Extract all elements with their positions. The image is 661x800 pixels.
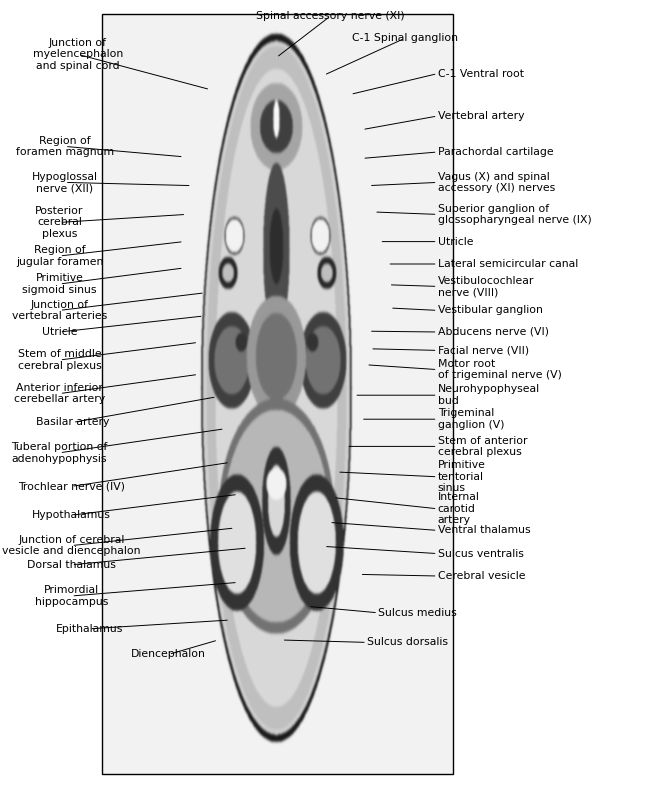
Text: Vagus (X) and spinal
accessory (XI) nerves: Vagus (X) and spinal accessory (XI) nerv… xyxy=(438,172,555,193)
Bar xyxy=(102,14,453,774)
Text: Diencephalon: Diencephalon xyxy=(131,650,206,659)
Text: Sulcus medius: Sulcus medius xyxy=(378,608,457,618)
Text: Abducens nerve (VI): Abducens nerve (VI) xyxy=(438,327,549,337)
Text: Vertebral artery: Vertebral artery xyxy=(438,111,524,121)
Text: Spinal accessory nerve (XI): Spinal accessory nerve (XI) xyxy=(256,11,405,21)
Text: Dorsal thalamus: Dorsal thalamus xyxy=(27,560,116,570)
Text: Junction of cerebral
vesicle and diencephalon: Junction of cerebral vesicle and diencep… xyxy=(2,534,141,557)
Text: Primitive
tentorial
sinus: Primitive tentorial sinus xyxy=(438,460,485,494)
Text: Stem of middle
cerebral plexus: Stem of middle cerebral plexus xyxy=(18,349,101,371)
Text: Internal
carotid
artery: Internal carotid artery xyxy=(438,492,479,526)
Text: Vestibulocochlear
nerve (VIII): Vestibulocochlear nerve (VIII) xyxy=(438,275,534,297)
Text: Cerebral vesicle: Cerebral vesicle xyxy=(438,571,525,581)
Text: Primitive
sigmoid sinus: Primitive sigmoid sinus xyxy=(22,274,97,295)
Text: Anterior inferior
cerebellar artery: Anterior inferior cerebellar artery xyxy=(14,383,105,405)
Text: Region of
jugular foramen: Region of jugular foramen xyxy=(16,245,103,266)
Text: Hypothalamus: Hypothalamus xyxy=(32,510,111,520)
Text: Primordial
hippocampus: Primordial hippocampus xyxy=(34,586,108,606)
Text: Neurohypophyseal
bud: Neurohypophyseal bud xyxy=(438,384,540,406)
Text: Utricle: Utricle xyxy=(42,327,77,337)
Text: Sulcus ventralis: Sulcus ventralis xyxy=(438,549,524,558)
Text: Hypoglossal
nerve (XII): Hypoglossal nerve (XII) xyxy=(32,172,98,193)
Text: C-1 Ventral root: C-1 Ventral root xyxy=(438,69,524,78)
Text: Utricle: Utricle xyxy=(438,237,473,246)
Text: Trigeminal
ganglion (V): Trigeminal ganglion (V) xyxy=(438,408,504,430)
Text: Ventral thalamus: Ventral thalamus xyxy=(438,526,530,535)
Text: Trochlear nerve (IV): Trochlear nerve (IV) xyxy=(18,482,125,491)
Text: C-1 Spinal ganglion: C-1 Spinal ganglion xyxy=(352,34,457,43)
Text: Superior ganglion of
glossopharyngeal nerve (IX): Superior ganglion of glossopharyngeal ne… xyxy=(438,204,592,225)
Text: Tuberal portion of
adenohypophysis: Tuberal portion of adenohypophysis xyxy=(11,442,108,463)
Text: Epithalamus: Epithalamus xyxy=(56,624,123,634)
Text: Vestibular ganglion: Vestibular ganglion xyxy=(438,306,543,315)
Text: Sulcus dorsalis: Sulcus dorsalis xyxy=(367,638,448,647)
Text: Motor root
of trigeminal nerve (V): Motor root of trigeminal nerve (V) xyxy=(438,358,561,381)
Text: Stem of anterior
cerebral plexus: Stem of anterior cerebral plexus xyxy=(438,435,527,458)
Text: Parachordal cartilage: Parachordal cartilage xyxy=(438,147,553,157)
Text: Posterior
cerebral
plexus: Posterior cerebral plexus xyxy=(35,206,84,239)
Text: Lateral semicircular canal: Lateral semicircular canal xyxy=(438,259,578,269)
Text: Region of
foramen magnum: Region of foramen magnum xyxy=(16,135,114,157)
Text: Junction of
vertebral arteries: Junction of vertebral arteries xyxy=(12,300,107,322)
Text: Facial nerve (VII): Facial nerve (VII) xyxy=(438,346,529,355)
Text: Basilar artery: Basilar artery xyxy=(36,418,110,427)
Text: Junction of
myelencephalon
and spinal cord: Junction of myelencephalon and spinal co… xyxy=(33,38,123,71)
